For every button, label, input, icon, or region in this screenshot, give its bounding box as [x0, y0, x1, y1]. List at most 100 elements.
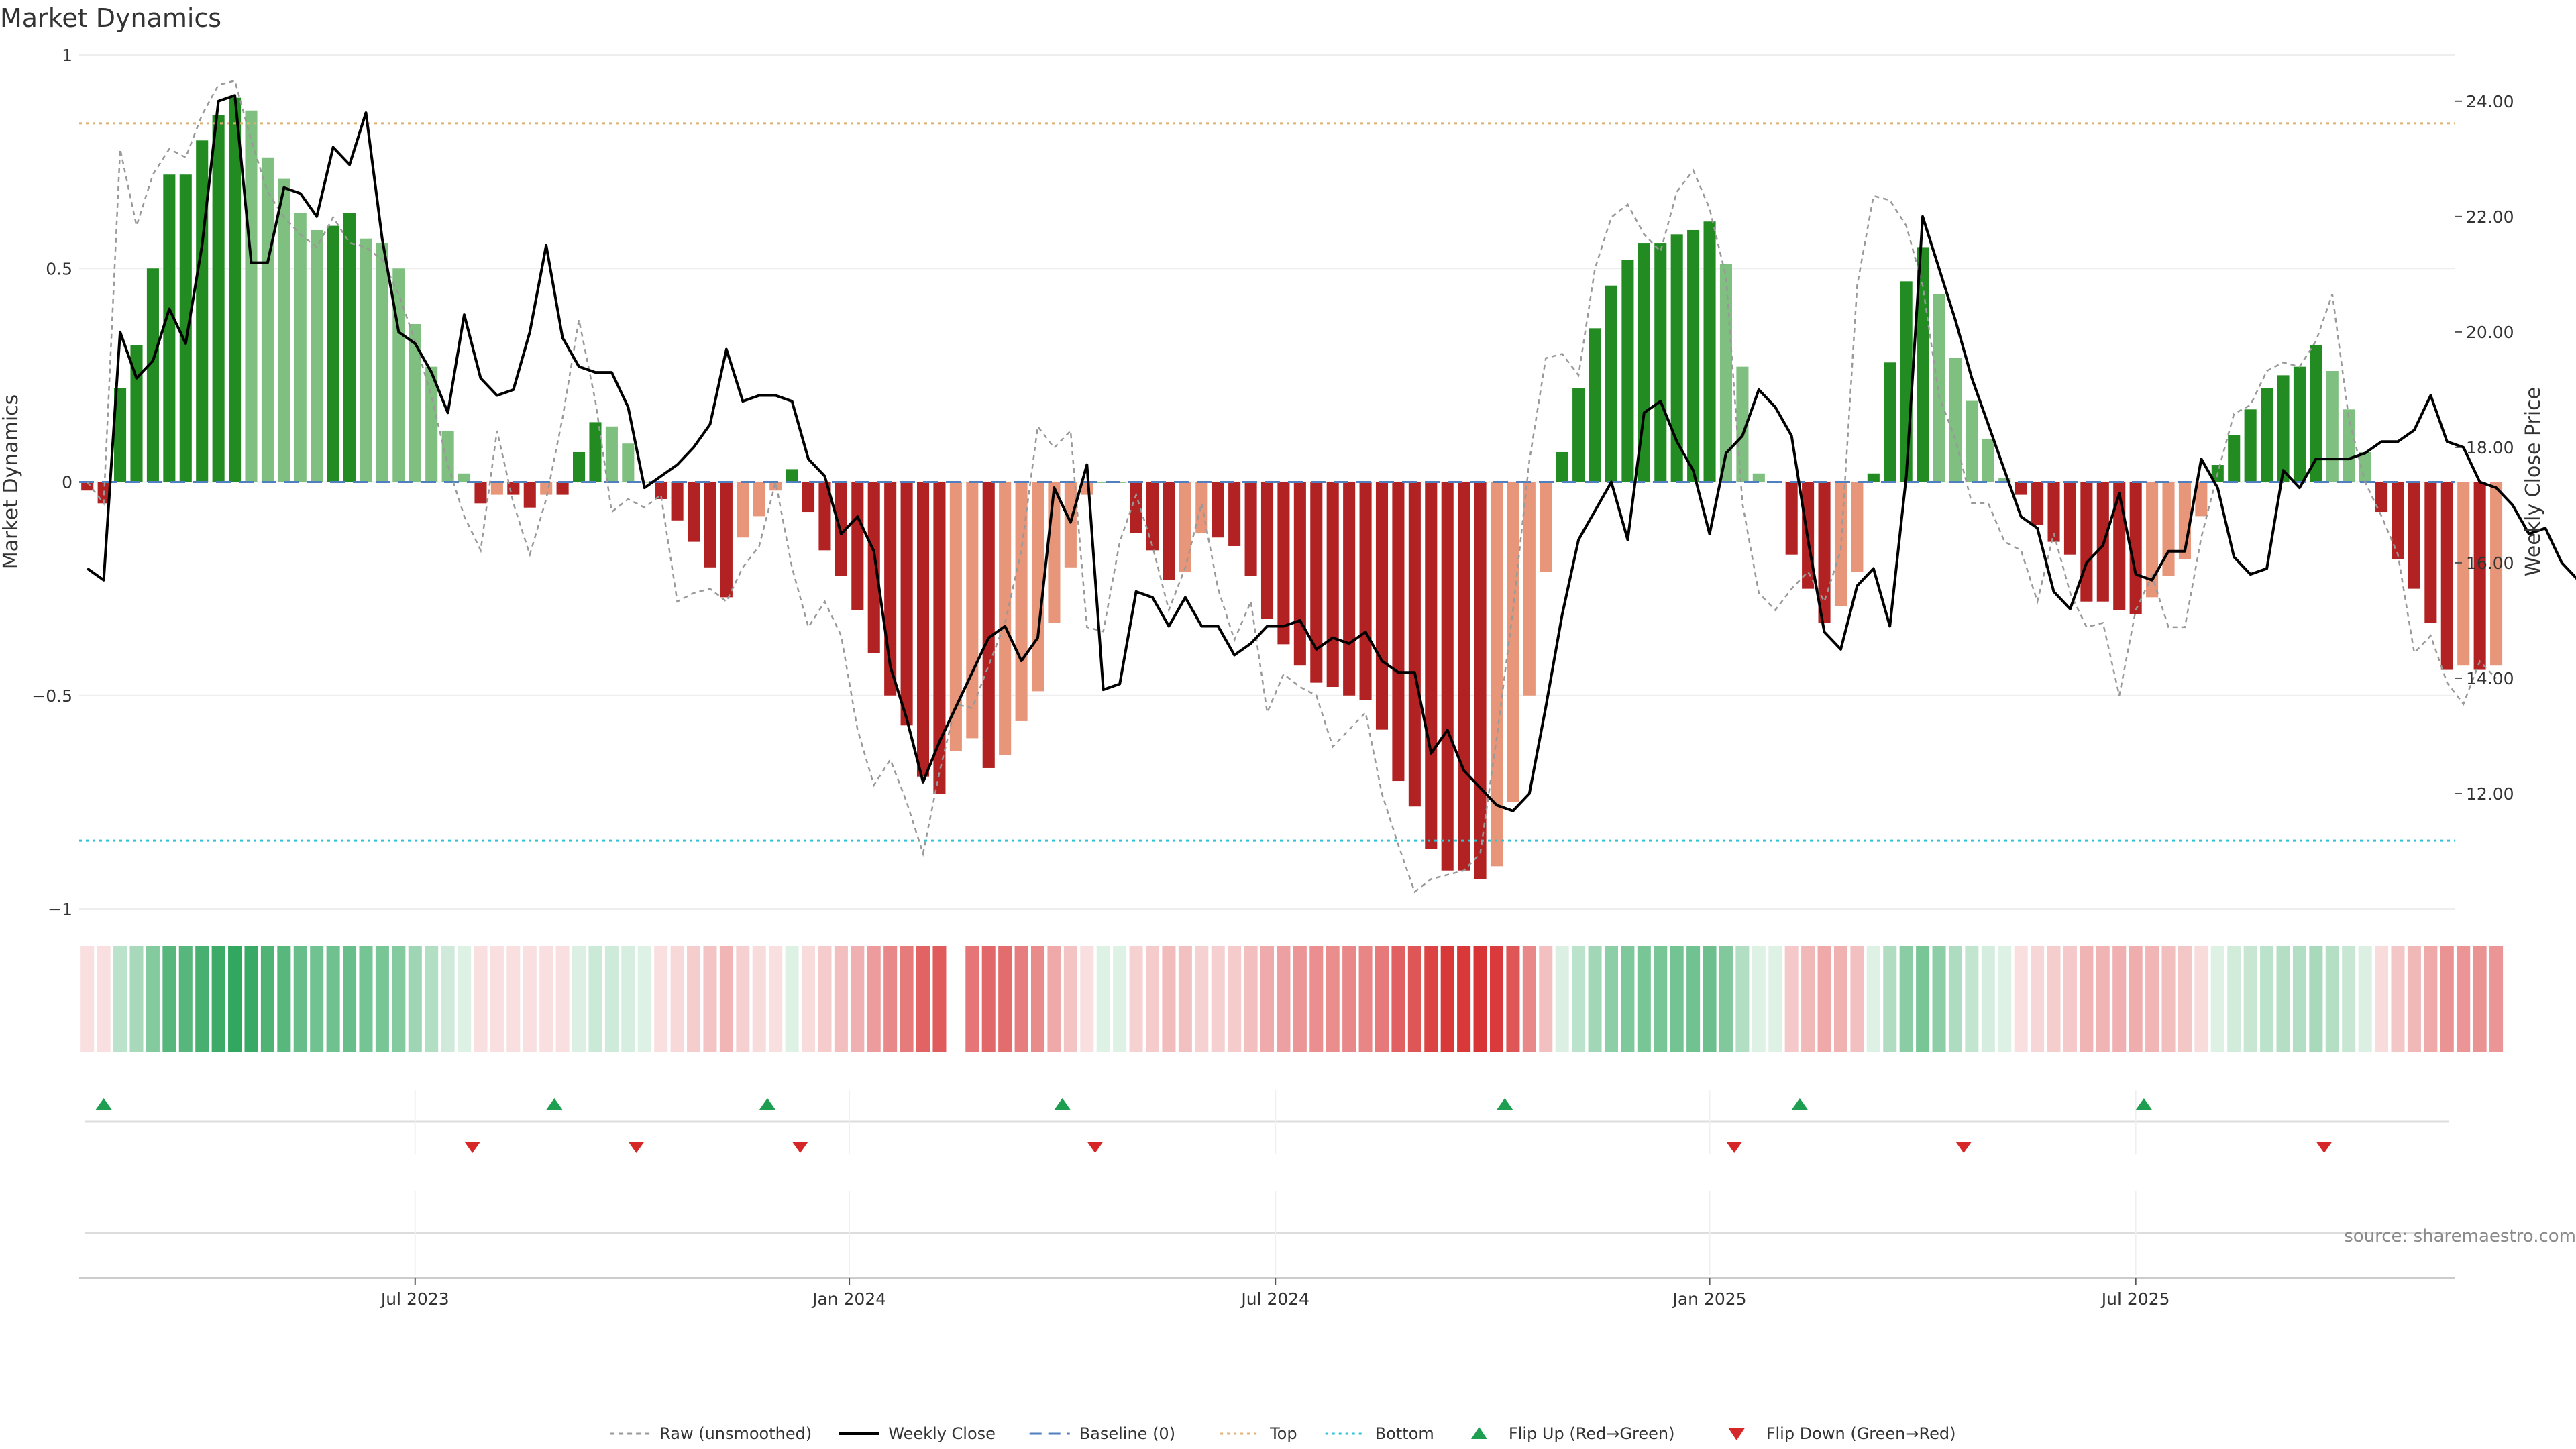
dynamics-bar	[179, 174, 192, 482]
heat-cell	[2457, 946, 2471, 1052]
dynamics-bar	[2080, 482, 2093, 602]
time-axis: Jul 2023 Jan 2024 Jul 2024 Jan 2025 Jul 2025	[79, 1277, 2455, 1309]
heat-cell	[2194, 946, 2208, 1052]
heat-cell	[1850, 946, 1864, 1052]
dynamics-bar	[605, 426, 618, 482]
heat-cell	[998, 946, 1012, 1052]
legend-label: Flip Up (Red→Green)	[1509, 1424, 1675, 1443]
dynamics-bar	[818, 482, 831, 551]
heat-cell	[1014, 946, 1028, 1052]
dynamics-bar	[2326, 371, 2339, 482]
dynamics-bar	[2261, 388, 2273, 482]
flip-up-marker	[1054, 1098, 1071, 1110]
dynamics-bar	[737, 482, 749, 538]
dynamics-bar	[1917, 247, 1929, 482]
dynamics-bar	[1146, 482, 1159, 551]
heat-cell	[113, 946, 127, 1052]
legend-label: Baseline (0)	[1079, 1424, 1175, 1443]
dynamics-bars	[81, 97, 2503, 879]
heat-cell	[2342, 946, 2356, 1052]
heat-cell	[2358, 946, 2372, 1052]
flip-down-marker	[2316, 1142, 2332, 1153]
heat-cell	[1572, 946, 1586, 1052]
heat-cell	[1654, 946, 1668, 1052]
dynamics-bar	[114, 388, 127, 482]
dynamics-bar	[2146, 482, 2159, 598]
flip-up-marker	[1791, 1098, 1808, 1110]
heat-cell	[2440, 946, 2454, 1052]
heat-cell	[736, 946, 750, 1052]
heat-cell	[916, 946, 930, 1052]
right-tick-label: 12.00	[2466, 784, 2514, 804]
heat-cell	[244, 946, 258, 1052]
dynamics-bar	[425, 366, 438, 482]
heat-cell	[1817, 946, 1831, 1052]
dynamics-bar	[376, 243, 388, 482]
heat-cell	[703, 946, 717, 1052]
heat-cell	[1358, 946, 1373, 1052]
heat-cell	[637, 946, 651, 1052]
heat-cell	[1407, 946, 1421, 1052]
heat-cell	[2325, 946, 2339, 1052]
dynamics-bar	[212, 115, 225, 482]
heat-cell	[1637, 946, 1651, 1052]
dynamics-bar	[1982, 439, 1994, 482]
right-tick-label: 24.00	[2466, 92, 2514, 111]
x-tick-label: Jan 2025	[1671, 1289, 1746, 1309]
right-tick-label: 20.00	[2466, 323, 2514, 342]
dynamics-bar	[2457, 482, 2470, 666]
dynamics-bar	[573, 451, 586, 482]
heat-cell	[604, 946, 619, 1052]
legend-label: Raw (unsmoothed)	[659, 1424, 812, 1443]
heat-cell	[2063, 946, 2077, 1052]
dynamics-bar	[441, 431, 454, 482]
dynamics-bar	[1589, 328, 1601, 482]
heat-cell	[129, 946, 144, 1052]
dynamics-bar	[2310, 345, 2322, 482]
heat-cell	[818, 946, 832, 1052]
series-lines	[87, 79, 2576, 894]
dynamics-bar	[343, 213, 356, 482]
dynamics-bar	[1359, 482, 1372, 700]
right-tick-label: 18.00	[2466, 438, 2514, 458]
heat-cell	[834, 946, 848, 1052]
dynamics-bar	[261, 157, 274, 482]
legend-item-flip-up: Flip Up (Red→Green)	[1470, 1424, 1675, 1443]
heat-cell	[1440, 946, 1454, 1052]
heat-cell	[392, 946, 406, 1052]
heat-cell	[769, 946, 783, 1052]
dynamics-bar	[1998, 478, 2011, 482]
flip-down-marker	[792, 1142, 808, 1153]
heat-cell	[2473, 946, 2487, 1052]
heat-cell	[883, 946, 898, 1052]
dynamics-bar	[1179, 482, 1191, 572]
dynamics-bar	[1507, 482, 1519, 802]
right-tick-label: 16.00	[2466, 553, 2514, 573]
heat-cell	[178, 946, 193, 1052]
heat-cell	[1047, 946, 1061, 1052]
heat-cell	[2243, 946, 2257, 1052]
heat-cell	[1899, 946, 1913, 1052]
dynamics-bar	[2162, 482, 2175, 576]
dynamics-bar	[229, 97, 241, 482]
dynamics-bar	[982, 482, 995, 768]
dynamics-bar	[1966, 400, 1978, 482]
dynamics-bar	[311, 229, 323, 482]
heat-cell	[425, 946, 439, 1052]
weekly-close-line	[87, 94, 2576, 812]
heat-cell	[1965, 946, 1979, 1052]
heat-cell	[1228, 946, 1242, 1052]
heat-cell	[2292, 946, 2306, 1052]
heat-cell	[310, 946, 324, 1052]
left-tick-label: −1	[48, 900, 72, 919]
dynamics-bar	[1130, 482, 1142, 533]
heat-cell	[1883, 946, 1897, 1052]
heat-cell	[719, 946, 733, 1052]
heat-cell	[523, 946, 537, 1052]
dynamics-bar	[146, 268, 159, 482]
dynamics-bar	[949, 482, 962, 751]
heat-cell	[408, 946, 422, 1052]
heat-cell	[1457, 946, 1471, 1052]
dynamics-bar	[2129, 482, 2142, 614]
heat-cell	[1129, 946, 1143, 1052]
